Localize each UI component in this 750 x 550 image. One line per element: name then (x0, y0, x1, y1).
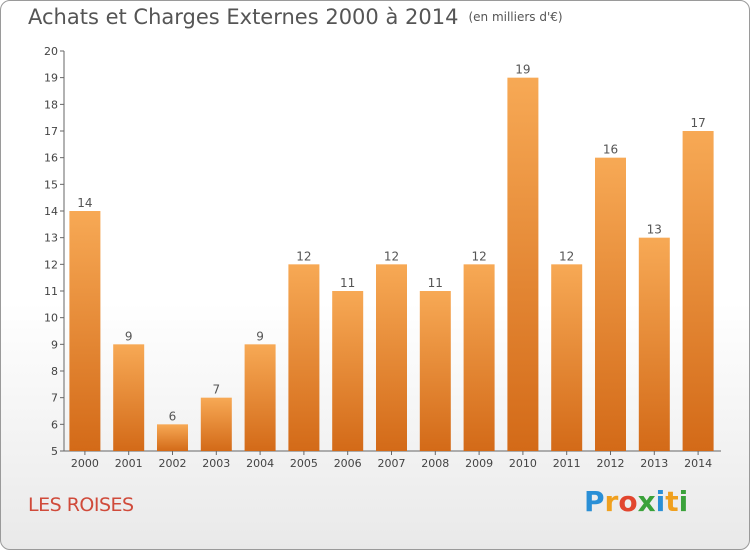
value-label-2007: 12 (384, 249, 399, 263)
value-label-2003: 7 (212, 383, 220, 397)
y-tick-label: 17 (44, 125, 58, 138)
value-label-2012: 16 (603, 143, 618, 157)
x-tick-label-2009: 2009 (465, 457, 493, 470)
y-tick-label: 19 (44, 72, 58, 85)
chart-title-text: Achats et Charges Externes 2000 à 2014 (28, 5, 459, 29)
x-tick-label-2006: 2006 (334, 457, 362, 470)
y-tick-label: 18 (44, 98, 58, 111)
x-tick-label-2011: 2011 (553, 457, 581, 470)
commune-name: LES ROISES (28, 494, 134, 516)
value-label-2006: 11 (340, 276, 355, 290)
bar-2012 (595, 157, 626, 451)
y-tick-label: 9 (51, 338, 58, 351)
value-label-2001: 9 (125, 329, 133, 343)
y-tick-label: 14 (44, 205, 58, 218)
chart-value-labels: 14 9 6 7 9 12 11 12 11 12 19 12 16 13 17 (77, 63, 705, 424)
x-tick-label-2008: 2008 (421, 457, 449, 470)
value-label-2000: 14 (77, 196, 92, 210)
bar-2010 (507, 77, 539, 452)
value-label-2002: 6 (169, 409, 177, 423)
y-tick-label: 16 (44, 152, 58, 165)
value-label-2008: 11 (428, 276, 443, 290)
value-label-2004: 9 (256, 329, 264, 343)
proxiti-logo: Proxiti (584, 485, 689, 518)
value-label-2013: 13 (647, 223, 662, 237)
x-tick-label-2004: 2004 (246, 457, 274, 470)
bar-2013 (638, 237, 670, 451)
y-tick-label: 11 (44, 285, 58, 298)
x-tick-label-2002: 2002 (159, 457, 187, 470)
chart-unit: (en milliers d'€) (468, 10, 563, 24)
x-tick-label-2012: 2012 (597, 457, 625, 470)
value-label-2005: 12 (296, 249, 311, 263)
y-tick-label: 20 (44, 45, 58, 58)
x-tick-label-2007: 2007 (378, 457, 406, 470)
x-tick-label-2014: 2014 (684, 457, 712, 470)
bar-2000 (69, 211, 101, 451)
y-tick-label: 8 (51, 365, 58, 378)
y-tick-label: 10 (44, 312, 58, 325)
bar-2004 (244, 344, 276, 451)
value-label-2011: 12 (559, 249, 574, 263)
bar-2007 (376, 264, 407, 451)
value-label-2014: 17 (690, 116, 705, 130)
bar-2014 (682, 131, 714, 451)
x-tick-label-2001: 2001 (115, 457, 143, 470)
bar-2008 (419, 291, 451, 451)
bar-2011 (551, 264, 583, 451)
value-label-2009: 12 (471, 249, 486, 263)
x-tick-label-2010: 2010 (509, 457, 537, 470)
y-tick-label: 13 (44, 232, 58, 245)
value-label-2010: 19 (515, 63, 530, 77)
x-tick-label-2003: 2003 (202, 457, 230, 470)
bar-2009 (463, 264, 495, 451)
chart-title: Achats et Charges Externes 2000 à 2014 (e… (28, 5, 563, 29)
chart-axes: 5 6 7 8 9 10 11 12 13 14 15 16 17 18 19 20 2000 2001 2002 2… (44, 45, 721, 470)
y-tick-label: 6 (51, 418, 58, 431)
bar-2001 (113, 344, 145, 451)
chart-bars (69, 77, 714, 452)
x-tick-label-2005: 2005 (290, 457, 318, 470)
bar-2002 (157, 424, 188, 451)
y-tick-label: 7 (51, 392, 58, 405)
x-tick-label-2000: 2000 (71, 457, 99, 470)
y-tick-label: 5 (51, 445, 58, 458)
y-tick-label: 12 (44, 258, 58, 271)
x-tick-label-2013: 2013 (640, 457, 668, 470)
bar-2006 (332, 291, 364, 451)
y-tick-label: 15 (44, 178, 58, 191)
bar-2005 (288, 264, 320, 451)
bar-2003 (200, 397, 232, 451)
